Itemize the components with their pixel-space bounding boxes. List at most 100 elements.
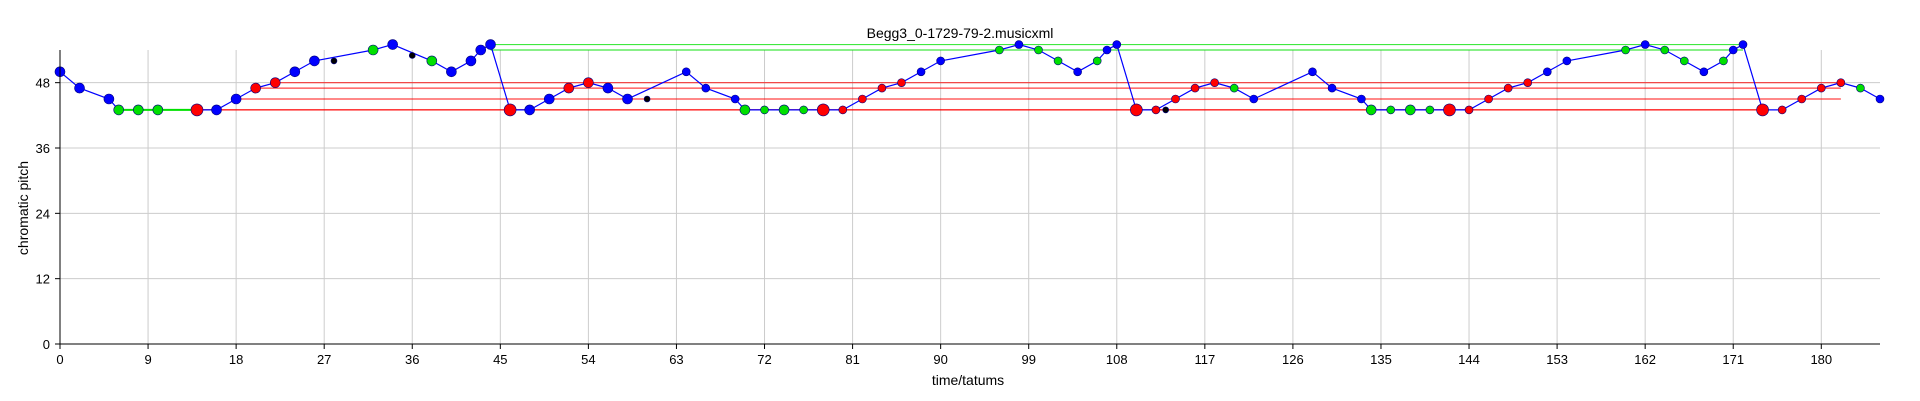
red-note-point bbox=[1443, 103, 1456, 117]
green-note-point bbox=[152, 104, 164, 116]
blue-note-point bbox=[1308, 67, 1317, 77]
blue-note-point bbox=[485, 39, 496, 50]
red-note-point bbox=[1816, 83, 1826, 93]
x-tick-label: 162 bbox=[1634, 352, 1656, 367]
red-note-point bbox=[563, 82, 575, 94]
green-note-point bbox=[1680, 56, 1689, 66]
green-note-point bbox=[1660, 45, 1670, 55]
blue-note-point bbox=[1073, 67, 1082, 77]
red-note-point bbox=[816, 103, 830, 117]
blue-note-point bbox=[936, 56, 945, 66]
x-tick-label: 90 bbox=[933, 352, 947, 367]
y-tick-label: 12 bbox=[36, 272, 50, 287]
red-note-point bbox=[1756, 103, 1769, 117]
red-note-point bbox=[897, 78, 906, 87]
red-note-point bbox=[1836, 78, 1846, 87]
x-tick-label: 63 bbox=[669, 352, 683, 367]
chart-title: Begg3_0-1729-79-2.musicxml bbox=[867, 25, 1054, 41]
blue-note-point bbox=[74, 82, 85, 94]
x-tick-label: 117 bbox=[1194, 352, 1215, 367]
x-tick-label: 135 bbox=[1370, 352, 1392, 367]
x-tick-label: 72 bbox=[757, 352, 771, 367]
green-note-point bbox=[1719, 56, 1728, 66]
red-note-point bbox=[1484, 94, 1493, 104]
x-tick-label: 153 bbox=[1546, 352, 1568, 367]
blue-note-point bbox=[1875, 94, 1885, 104]
red-note-point bbox=[190, 103, 204, 117]
green-note-point bbox=[1621, 45, 1630, 55]
red-note-point bbox=[877, 83, 887, 93]
y-axis-label: chromatic pitch bbox=[15, 161, 31, 255]
red-note-point bbox=[1464, 105, 1474, 115]
red-note-point bbox=[250, 82, 261, 94]
blue-note-point bbox=[1640, 40, 1650, 49]
blue-note-point bbox=[1112, 40, 1122, 49]
green-note-point bbox=[1034, 45, 1043, 55]
pattern-lines bbox=[196, 43, 1841, 111]
axes: 0 9 18 27 36 45 54 63 72 81 90 99 108 117 126 135 144 153… bbox=[36, 50, 1880, 367]
x-tick-label: 144 bbox=[1458, 352, 1480, 367]
melody-line bbox=[59, 43, 1881, 111]
blue-note-point bbox=[446, 66, 457, 78]
blue-note-point bbox=[916, 67, 926, 77]
red-note-point bbox=[838, 105, 848, 115]
red-note-point bbox=[1503, 83, 1513, 93]
green-note-point bbox=[367, 44, 379, 56]
red-note-point bbox=[269, 77, 281, 88]
y-tick-label: 0 bbox=[43, 337, 50, 352]
x-tick-label: 45 bbox=[493, 352, 507, 367]
x-tick-label: 99 bbox=[1021, 352, 1035, 367]
red-note-point bbox=[583, 77, 594, 88]
green-note-point bbox=[739, 104, 751, 116]
green-note-point bbox=[1092, 56, 1102, 66]
green-note-point bbox=[778, 104, 790, 116]
blue-note-point bbox=[1014, 40, 1024, 49]
x-tick-label: 126 bbox=[1282, 352, 1304, 367]
blue-note-point bbox=[602, 82, 614, 94]
blue-note-point bbox=[211, 104, 222, 116]
blue-note-point bbox=[1699, 67, 1709, 77]
green-note-point bbox=[760, 105, 769, 115]
red-note-point bbox=[1797, 94, 1807, 104]
x-tick-label: 171 bbox=[1722, 352, 1744, 367]
x-tick-label: 27 bbox=[317, 352, 331, 367]
blue-note-point bbox=[681, 67, 691, 77]
black-note-point bbox=[1162, 106, 1169, 114]
red-note-point bbox=[858, 94, 867, 104]
red-note-point bbox=[1151, 105, 1161, 115]
green-note-point bbox=[1386, 105, 1396, 115]
x-tick-label: 54 bbox=[581, 352, 595, 367]
blue-note-point bbox=[701, 83, 711, 93]
blue-note-point bbox=[1728, 45, 1738, 55]
x-axis-label: time/tatums bbox=[932, 372, 1004, 388]
black-note-point bbox=[408, 52, 416, 59]
green-note-point bbox=[1053, 56, 1063, 66]
black-note-point bbox=[330, 57, 338, 65]
blue-note-point bbox=[1543, 67, 1552, 77]
blue-note-point bbox=[475, 44, 487, 56]
y-tick-label: 48 bbox=[36, 76, 50, 91]
blue-note-point bbox=[524, 104, 535, 116]
blue-note-point bbox=[730, 94, 740, 104]
blue-note-point bbox=[543, 93, 555, 105]
blue-note-point bbox=[289, 66, 301, 78]
x-tick-label: 18 bbox=[229, 352, 243, 367]
blue-note-point bbox=[103, 93, 115, 105]
blue-note-point bbox=[1249, 94, 1259, 104]
melody-lines bbox=[59, 43, 1881, 111]
blue-note-point bbox=[1357, 94, 1366, 104]
y-tick-label: 36 bbox=[36, 141, 50, 156]
grid-lines bbox=[59, 50, 1880, 344]
red-note-point bbox=[1523, 78, 1533, 87]
green-note-point bbox=[995, 45, 1004, 55]
blue-note-point bbox=[1102, 45, 1112, 55]
black-note-point bbox=[643, 95, 651, 103]
red-note-point bbox=[1171, 94, 1180, 104]
red-note-point bbox=[503, 103, 517, 117]
red-note-point bbox=[1130, 103, 1143, 117]
green-note-point bbox=[799, 105, 808, 115]
x-tick-label: 81 bbox=[845, 352, 859, 367]
red-note-point bbox=[1777, 105, 1787, 115]
green-note-point bbox=[132, 104, 144, 116]
